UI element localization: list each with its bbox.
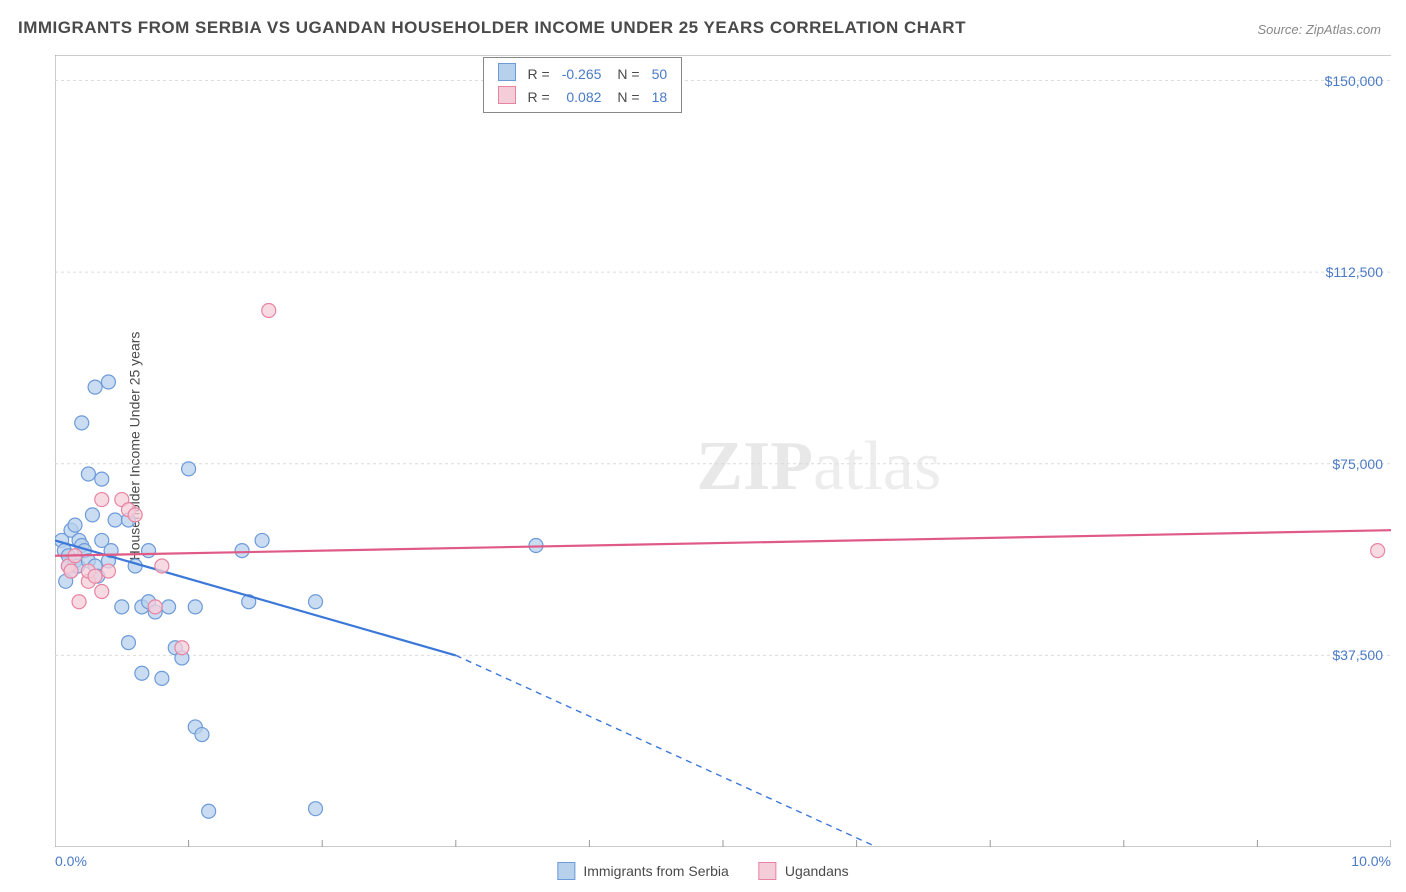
y-tick-label: $75,000 xyxy=(1332,456,1383,472)
source-attribution: Source: ZipAtlas.com xyxy=(1257,22,1381,37)
correlation-legend: R =-0.265N =50R =0.082N =18 xyxy=(483,57,683,113)
y-tick-label: $37,500 xyxy=(1332,647,1383,663)
chart-title: IMMIGRANTS FROM SERBIA VS UGANDAN HOUSEH… xyxy=(18,18,966,38)
chart-plot-area: $37,500$75,000$112,500$150,0000.0%10.0%Z… xyxy=(55,55,1391,847)
y-tick-label: $112,500 xyxy=(1326,264,1383,280)
y-tick-label: $150,000 xyxy=(1325,73,1383,89)
x-tick-label: 10.0% xyxy=(1351,853,1391,869)
x-tick-label: 0.0% xyxy=(55,853,87,869)
bottom-legend: Immigrants from Serbia Ugandans xyxy=(557,862,848,880)
legend-item: Immigrants from Serbia xyxy=(557,862,728,880)
watermark: ZIPatlas xyxy=(696,427,941,507)
legend-item: Ugandans xyxy=(759,862,849,880)
